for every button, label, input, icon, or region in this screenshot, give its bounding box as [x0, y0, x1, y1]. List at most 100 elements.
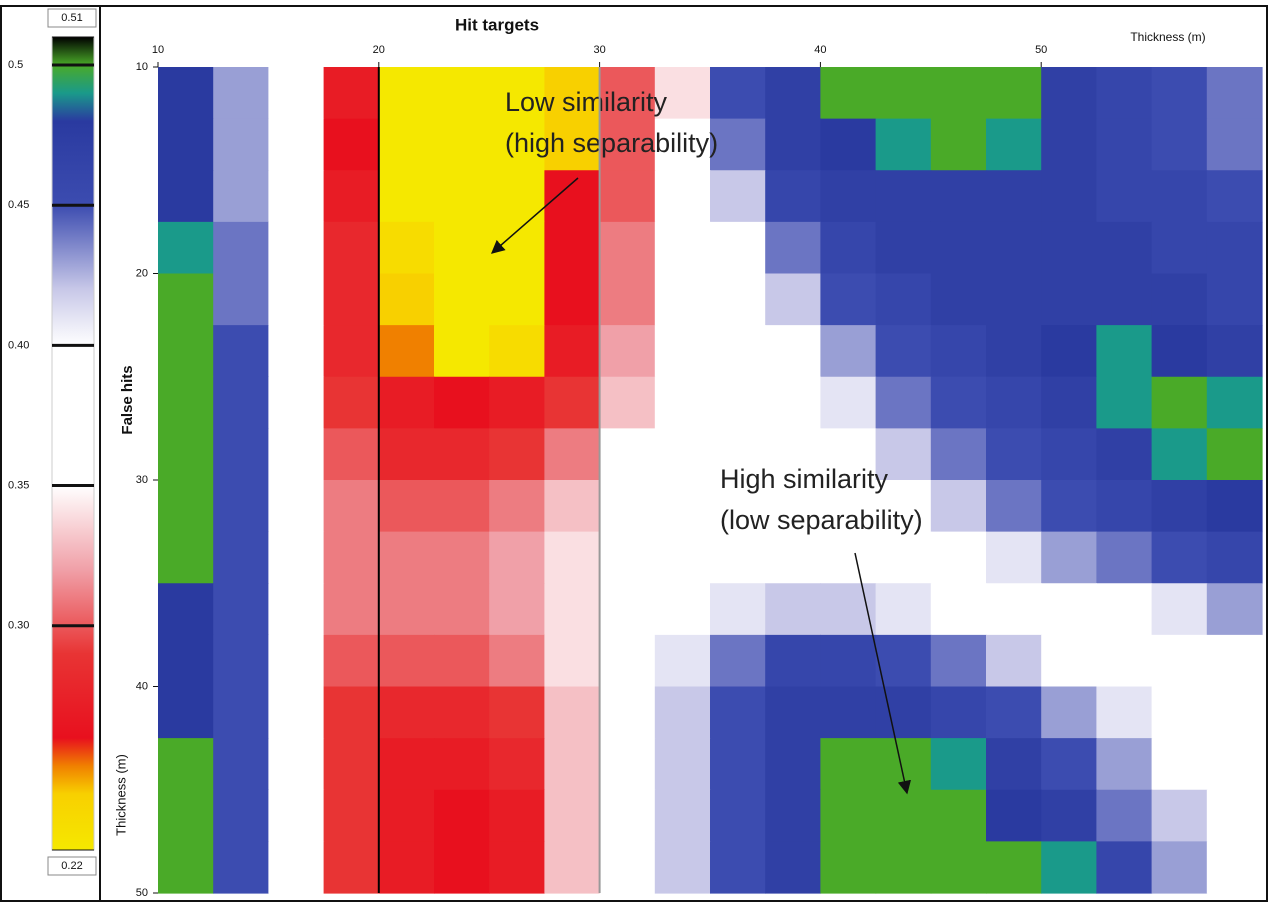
- heatmap-cell: [1151, 686, 1208, 739]
- heatmap-cell: [875, 686, 932, 739]
- heatmap-cell: [378, 376, 435, 429]
- heatmap-cell: [875, 789, 932, 842]
- heatmap-cell: [434, 841, 490, 894]
- heatmap-cell: [765, 738, 821, 791]
- heatmap-cell: [1041, 273, 1097, 326]
- heatmap-cell: [378, 789, 435, 842]
- heatmap-cell: [378, 686, 435, 739]
- heatmap-cell: [323, 841, 380, 894]
- heatmap-cell: [820, 325, 877, 378]
- heatmap-cell: [268, 221, 325, 275]
- chart-title: Hit targets: [455, 15, 539, 34]
- heatmap-cell: [378, 583, 435, 636]
- heatmap-cell: [1206, 221, 1263, 275]
- heatmap-cell: [1096, 67, 1153, 120]
- heatmap-cell: [544, 273, 601, 326]
- heatmap-cell: [986, 789, 1042, 842]
- heatmap-cell: [875, 480, 932, 533]
- heatmap-cell: [654, 376, 711, 429]
- heatmap-cell: [213, 376, 269, 429]
- heatmap-cell: [268, 686, 325, 739]
- heatmap-cell: [268, 531, 325, 584]
- heatmap: [158, 67, 1263, 894]
- heatmap-cell: [820, 841, 877, 894]
- heatmap-cell: [434, 686, 490, 739]
- heatmap-cell: [1096, 738, 1153, 791]
- heatmap-cell: [599, 325, 656, 378]
- heatmap-cell: [1096, 376, 1153, 429]
- heatmap-cell: [599, 841, 656, 894]
- heatmap-cell: [1151, 634, 1208, 688]
- heatmap-cell: [213, 738, 269, 791]
- heatmap-cell: [930, 67, 987, 120]
- heatmap-cell: [654, 686, 711, 739]
- heatmap-cell: [875, 325, 932, 378]
- heatmap-cell: [710, 738, 766, 791]
- heatmap-cell: [1096, 686, 1153, 739]
- heatmap-cell: [378, 531, 435, 584]
- heatmap-cell: [820, 221, 877, 275]
- heatmap-cell: [599, 376, 656, 429]
- heatmap-cell: [1151, 841, 1208, 894]
- heatmap-cell: [654, 789, 711, 842]
- heatmap-cell: [710, 67, 766, 120]
- heatmap-cell: [323, 170, 380, 223]
- heatmap-cell: [654, 67, 711, 120]
- heatmap-cell: [930, 634, 987, 688]
- heatmap-cell: [986, 170, 1042, 223]
- heatmap-cell: [434, 531, 490, 584]
- heatmap-cell: [765, 634, 821, 688]
- heatmap-cell: [213, 841, 269, 894]
- heatmap-cell: [875, 428, 932, 481]
- heatmap-cell: [654, 221, 711, 275]
- heatmap-cell: [875, 170, 932, 223]
- heatmap-cell: [875, 841, 932, 894]
- heatmap-cell: [986, 531, 1042, 584]
- heatmap-cell: [213, 170, 269, 223]
- heatmap-cell: [930, 531, 987, 584]
- heatmap-cell: [544, 686, 601, 739]
- heatmap-cell: [1206, 686, 1263, 739]
- heatmap-cell: [875, 118, 932, 171]
- heatmap-cell: [158, 480, 214, 533]
- colorbar-label: Thickness (m): [113, 754, 128, 836]
- heatmap-cell: [1151, 531, 1208, 584]
- heatmap-cell: [599, 583, 656, 636]
- heatmap-cell: [544, 170, 601, 223]
- x-tick-label: 10: [152, 44, 164, 56]
- heatmap-cell: [765, 686, 821, 739]
- heatmap-cell: [1096, 170, 1153, 223]
- heatmap-cell: [544, 789, 601, 842]
- heatmap-cell: [599, 67, 656, 120]
- heatmap-cell: [930, 376, 987, 429]
- heatmap-cell: [1206, 480, 1263, 533]
- heatmap-cell: [158, 221, 214, 275]
- heatmap-cell: [544, 118, 601, 171]
- heatmap-cell: [765, 841, 821, 894]
- y-tick-label: 20: [136, 267, 148, 279]
- heatmap-cell: [378, 428, 435, 481]
- heatmap-cell: [1096, 789, 1153, 842]
- heatmap-cell: [1151, 583, 1208, 636]
- heatmap-cell: [489, 273, 545, 326]
- heatmap-cell: [710, 583, 766, 636]
- heatmap-cell: [323, 686, 380, 739]
- heatmap-cell: [213, 221, 269, 275]
- x-tick-label: 50: [1035, 44, 1047, 56]
- heatmap-cell: [213, 480, 269, 533]
- annotation: (low separability): [720, 505, 923, 535]
- heatmap-cell: [654, 583, 711, 636]
- y-axis-label: False hits: [119, 365, 136, 434]
- heatmap-cell: [268, 118, 325, 171]
- heatmap-cell: [820, 118, 877, 171]
- heatmap-cell: [930, 738, 987, 791]
- heatmap-cell: [765, 376, 821, 429]
- heatmap-cell: [710, 170, 766, 223]
- heatmap-cell: [599, 428, 656, 481]
- heatmap-cell: [986, 686, 1042, 739]
- heatmap-cell: [1206, 634, 1263, 688]
- heatmap-cell: [599, 170, 656, 223]
- heatmap-cell: [489, 841, 545, 894]
- heatmap-cell: [930, 686, 987, 739]
- heatmap-cell: [489, 789, 545, 842]
